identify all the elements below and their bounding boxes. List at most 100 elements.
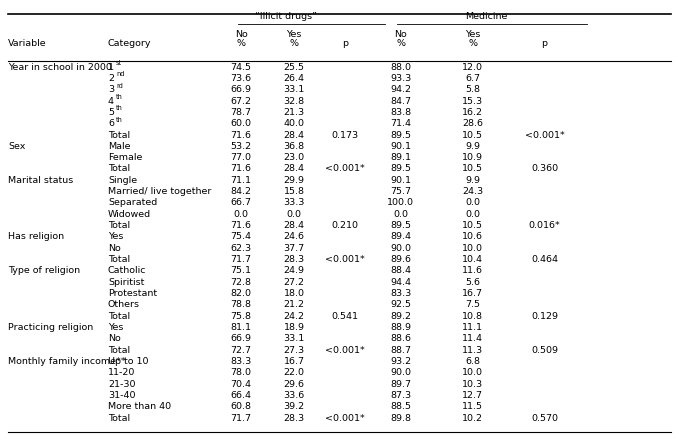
Text: %: % [468, 39, 477, 48]
Text: 66.7: 66.7 [230, 198, 251, 207]
Text: 33.3: 33.3 [284, 198, 305, 207]
Text: 70.4: 70.4 [230, 380, 251, 389]
Text: 32.8: 32.8 [284, 97, 305, 105]
Text: 0.016*: 0.016* [528, 221, 560, 230]
Text: 5.6: 5.6 [465, 278, 480, 287]
Text: 11.1: 11.1 [462, 323, 483, 332]
Text: 62.3: 62.3 [230, 244, 252, 253]
Text: 84.2: 84.2 [230, 187, 251, 196]
Text: 28.6: 28.6 [462, 119, 483, 128]
Text: 18.0: 18.0 [284, 289, 305, 298]
Text: 53.2: 53.2 [230, 142, 252, 151]
Text: 24.9: 24.9 [284, 266, 305, 275]
Text: 75.1: 75.1 [230, 266, 251, 275]
Text: 81.1: 81.1 [230, 323, 251, 332]
Text: 27.3: 27.3 [284, 346, 305, 355]
Text: 16.7: 16.7 [462, 289, 483, 298]
Text: 90.0: 90.0 [390, 368, 411, 377]
Text: <0.001*: <0.001* [325, 255, 365, 264]
Text: 89.2: 89.2 [390, 312, 411, 321]
Text: Has religion: Has religion [8, 232, 65, 241]
Text: Total: Total [108, 414, 130, 422]
Text: 89.5: 89.5 [390, 164, 411, 173]
Text: th: th [116, 105, 123, 112]
Text: 5.8: 5.8 [465, 85, 480, 94]
Text: 39.2: 39.2 [284, 402, 305, 411]
Text: 89.5: 89.5 [390, 131, 411, 139]
Text: 29.6: 29.6 [284, 380, 305, 389]
Text: 71.4: 71.4 [390, 119, 411, 128]
Text: rd: rd [116, 83, 123, 89]
Text: 11.4: 11.4 [462, 334, 483, 344]
Text: 89.7: 89.7 [390, 380, 411, 389]
Text: 16.2: 16.2 [462, 108, 483, 117]
Text: 93.3: 93.3 [390, 74, 411, 83]
Text: 26.4: 26.4 [284, 74, 305, 83]
Text: 10.3: 10.3 [462, 380, 483, 389]
Text: 100.0: 100.0 [387, 198, 414, 207]
Text: 83.3: 83.3 [230, 357, 252, 366]
Text: 88.4: 88.4 [390, 266, 411, 275]
Text: Practicing religion: Practicing religion [8, 323, 94, 332]
Text: 18.9: 18.9 [284, 323, 305, 332]
Text: Single: Single [108, 176, 137, 185]
Text: 1: 1 [108, 63, 114, 71]
Text: Total: Total [108, 164, 130, 173]
Text: 23.0: 23.0 [284, 153, 305, 162]
Text: Others: Others [108, 300, 140, 310]
Text: 71.6: 71.6 [230, 221, 251, 230]
Text: <0.001*: <0.001* [325, 164, 365, 173]
Text: 31-40: 31-40 [108, 391, 135, 400]
Text: <0.001*: <0.001* [525, 131, 564, 139]
Text: p: p [342, 39, 348, 48]
Text: 10.8: 10.8 [462, 312, 483, 321]
Text: 73.6: 73.6 [230, 74, 252, 83]
Text: 90.1: 90.1 [390, 142, 411, 151]
Text: %: % [290, 39, 299, 48]
Text: Separated: Separated [108, 198, 157, 207]
Text: th: th [116, 94, 123, 100]
Text: Sex: Sex [8, 142, 26, 151]
Text: 66.9: 66.9 [230, 85, 251, 94]
Text: 89.5: 89.5 [390, 221, 411, 230]
Text: 90.1: 90.1 [390, 176, 411, 185]
Text: 9.9: 9.9 [465, 142, 480, 151]
Text: 75.7: 75.7 [390, 187, 411, 196]
Text: Protestant: Protestant [108, 289, 157, 298]
Text: 71.7: 71.7 [230, 255, 251, 264]
Text: 89.8: 89.8 [390, 414, 411, 422]
Text: 82.0: 82.0 [230, 289, 251, 298]
Text: 24.6: 24.6 [284, 232, 305, 241]
Text: <0.001*: <0.001* [325, 346, 365, 355]
Text: 75.4: 75.4 [230, 232, 251, 241]
Text: 0.129: 0.129 [531, 312, 558, 321]
Text: 78.7: 78.7 [230, 108, 251, 117]
Text: 4: 4 [108, 97, 114, 105]
Text: 66.9: 66.9 [230, 334, 251, 344]
Text: 66.4: 66.4 [230, 391, 251, 400]
Text: 29.9: 29.9 [284, 176, 305, 185]
Text: 15.3: 15.3 [462, 97, 483, 105]
Text: 72.7: 72.7 [230, 346, 251, 355]
Text: 36.8: 36.8 [284, 142, 305, 151]
Text: Year in school in 2000: Year in school in 2000 [8, 63, 112, 71]
Text: 10.9: 10.9 [462, 153, 483, 162]
Text: 25.5: 25.5 [284, 63, 305, 71]
Text: Total: Total [108, 255, 130, 264]
Text: 11-20: 11-20 [108, 368, 135, 377]
Text: 71.6: 71.6 [230, 131, 251, 139]
Text: 0.0: 0.0 [234, 210, 249, 219]
Text: st: st [116, 60, 122, 66]
Text: 77.0: 77.0 [230, 153, 251, 162]
Text: 28.3: 28.3 [284, 255, 305, 264]
Text: 0.0: 0.0 [287, 210, 301, 219]
Text: 6.8: 6.8 [465, 357, 480, 366]
Text: Type of religion: Type of religion [8, 266, 80, 275]
Text: “Illicit drugs”: “Illicit drugs” [255, 12, 317, 21]
Text: Total: Total [108, 131, 130, 139]
Text: 0.541: 0.541 [331, 312, 359, 321]
Text: Up to 10: Up to 10 [108, 357, 149, 366]
Text: Total: Total [108, 346, 130, 355]
Text: 10.0: 10.0 [462, 368, 483, 377]
Text: Yes: Yes [465, 30, 480, 39]
